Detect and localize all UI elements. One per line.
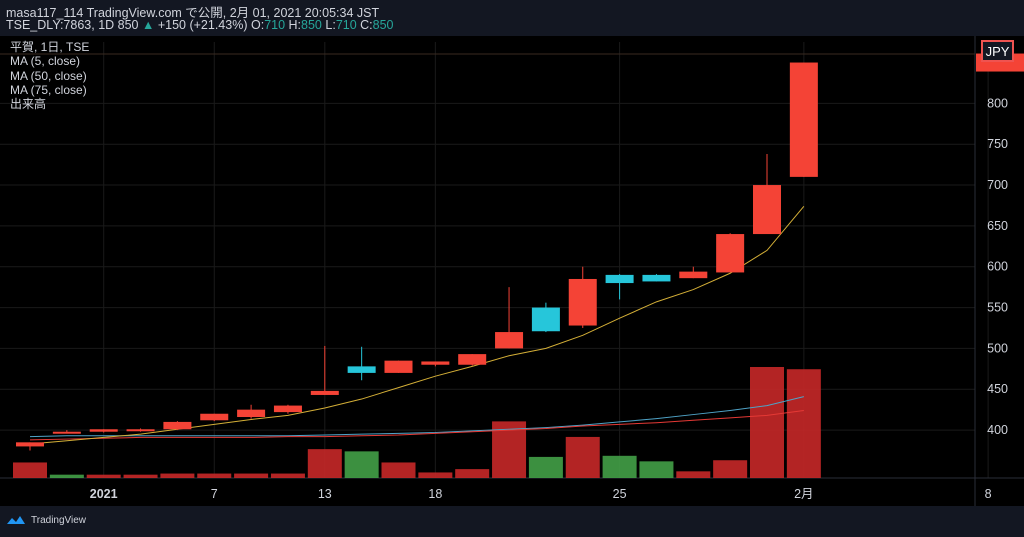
candle-body — [89, 429, 118, 432]
volume-bar — [750, 367, 784, 478]
volume-bar — [786, 369, 821, 478]
time-tick-label: 13 — [318, 487, 332, 501]
volume-bar — [455, 469, 490, 478]
price-tick-label: 500 — [987, 341, 1008, 355]
tradingview-brand: TradingView — [31, 514, 87, 526]
candle-body — [52, 431, 81, 434]
candle-body — [421, 361, 450, 365]
time-tick-label: 7 — [211, 487, 218, 501]
candle-body — [163, 421, 192, 430]
symbol-label[interactable]: TSE_DLY:7863, 1D 850 — [6, 18, 139, 32]
candle-body — [789, 62, 818, 177]
candle-body — [458, 354, 487, 365]
time-tick-label: 25 — [613, 487, 627, 501]
volume-bar — [639, 461, 674, 478]
volume-bar — [344, 451, 379, 478]
candle-body — [753, 185, 781, 235]
high-value: 850 — [301, 18, 322, 32]
volume-bar — [381, 462, 416, 478]
candle-body — [642, 274, 671, 282]
price-change: +150 (+21.43%) — [157, 18, 248, 32]
volume-bar — [676, 471, 711, 478]
volume-bar — [13, 462, 47, 478]
volume-bar — [528, 456, 563, 478]
candle-body — [347, 366, 376, 373]
price-tick-label: 600 — [987, 260, 1008, 274]
price-tick-label: 550 — [987, 301, 1008, 315]
time-tick-label: 8 — [985, 487, 992, 501]
volume-bar — [123, 474, 158, 478]
time-tick-label: 2021 — [90, 487, 118, 501]
candle-body — [273, 405, 302, 413]
header-bar: masa117_114 TradingView.com で公開, 2月 01, … — [0, 0, 1024, 36]
volume-bar — [160, 473, 195, 478]
ma50-line — [29, 409, 804, 441]
candle-body — [531, 307, 560, 332]
low-value: 710 — [335, 18, 357, 32]
price-tick-label: 400 — [987, 423, 1008, 437]
price-tick-label: 650 — [987, 219, 1008, 233]
candle-body — [716, 234, 745, 273]
candle-body — [384, 360, 413, 373]
close-label: C: — [360, 18, 373, 32]
candle-body — [679, 271, 708, 279]
footer-bar — [0, 506, 1024, 537]
candle-body — [126, 429, 155, 432]
indicator-legend: 平賀, 1日, TSE MA (5, close) MA (50, close)… — [10, 40, 89, 111]
time-tick-label: 18 — [428, 487, 442, 501]
legend-symbol[interactable]: 平賀, 1日, TSE — [10, 40, 90, 54]
tradingview-logo[interactable]: TradingView — [5, 514, 86, 526]
volume-bar — [602, 455, 637, 478]
legend-ma50[interactable]: MA (50, close) — [10, 68, 87, 83]
up-arrow-icon: ▲ — [141, 18, 155, 32]
candle-body — [237, 409, 266, 418]
tradingview-cloud-icon — [7, 516, 25, 524]
high-label: H: — [288, 18, 302, 32]
volume-bar — [197, 473, 232, 478]
price-tick-label: 450 — [987, 382, 1008, 396]
candle-body — [568, 278, 597, 326]
price-tick-label: 750 — [987, 137, 1008, 151]
legend-ma5[interactable]: MA (5, close) — [10, 54, 81, 69]
price-tick-label: 700 — [987, 178, 1008, 192]
ma5-line — [29, 205, 805, 445]
volume-bar — [565, 436, 600, 478]
candle-body — [16, 442, 44, 447]
symbol-info: TSE_DLY:7863, 1D 850 ▲ +150 (+21.43%) O:… — [6, 18, 394, 32]
ma75-line — [29, 396, 804, 438]
volume-bar — [713, 460, 748, 478]
volume-bar — [418, 472, 453, 478]
open-label: O: — [250, 18, 265, 32]
open-value: 710 — [264, 18, 286, 32]
price-tick-label: 800 — [987, 96, 1008, 110]
low-label: L: — [325, 18, 336, 32]
volume-bar — [270, 473, 305, 478]
legend-ma75[interactable]: MA (75, close) — [10, 82, 87, 97]
close-value: 850 — [372, 18, 394, 32]
volume-bar — [234, 473, 269, 478]
legend-volume[interactable]: 出来高 — [10, 97, 47, 112]
candle-body — [605, 274, 634, 284]
publish-info: masa117_114 TradingView.com で公開, 2月 01, … — [6, 6, 380, 20]
volume-bar — [307, 449, 342, 478]
currency-badge[interactable]: JPY — [981, 40, 1014, 62]
candle-body — [200, 413, 229, 421]
volume-bar — [49, 474, 84, 478]
candle-body — [495, 332, 524, 349]
candle-body — [310, 390, 339, 395]
time-tick-label: 2月 — [794, 487, 813, 501]
volume-bar — [86, 474, 121, 478]
